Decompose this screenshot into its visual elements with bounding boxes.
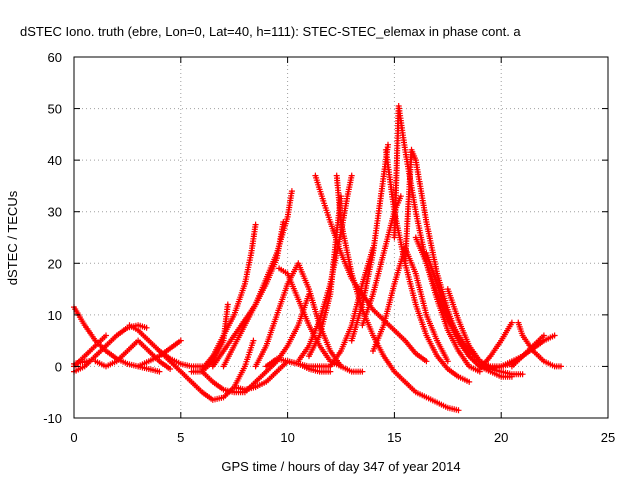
- series-26: [402, 146, 526, 372]
- data-point: [540, 332, 547, 339]
- x-tick-label: 10: [280, 430, 294, 445]
- y-tick-label: -10: [43, 411, 62, 426]
- series-10: [199, 221, 259, 372]
- data-point: [519, 371, 526, 378]
- data-point: [444, 358, 451, 365]
- data-point: [466, 378, 473, 385]
- data-point: [143, 324, 150, 331]
- data-point: [508, 319, 515, 326]
- data-point: [224, 301, 231, 308]
- series-12: [220, 188, 295, 370]
- series-2: [71, 332, 109, 370]
- y-tick-label: 50: [48, 102, 62, 117]
- y-axis-label: dSTEC / TECUs: [5, 190, 20, 285]
- data-point: [167, 366, 174, 372]
- data-point: [397, 193, 404, 200]
- data-point: [327, 368, 334, 375]
- data-point: [423, 358, 430, 365]
- x-tick-label: 25: [601, 430, 615, 445]
- series-28: [412, 234, 515, 380]
- data-point: [558, 363, 564, 370]
- series-line: [222, 190, 293, 368]
- y-tick-label: 60: [48, 50, 62, 65]
- series-5: [126, 322, 206, 370]
- data-series: [71, 103, 564, 414]
- data-point: [252, 221, 259, 228]
- series-24: [359, 193, 404, 329]
- data-point: [177, 337, 184, 344]
- x-tick-label: 0: [70, 430, 77, 445]
- data-point: [156, 368, 163, 375]
- x-tick-label: 5: [177, 430, 184, 445]
- chart-title: dSTEC Iono. truth (ebre, Lon=0, Lat=40, …: [20, 24, 521, 39]
- series-33: [508, 332, 558, 370]
- x-axis-label: GPS time / hours of day 347 of year 2014: [221, 459, 460, 474]
- data-point: [359, 368, 366, 375]
- y-tick-label: 0: [55, 359, 62, 374]
- y-tick-label: 30: [48, 205, 62, 220]
- data-point: [103, 332, 109, 339]
- x-tick-label: 15: [387, 430, 401, 445]
- series-7: [156, 337, 257, 403]
- data-point: [348, 172, 355, 179]
- series-27: [370, 244, 451, 365]
- y-tick-label: 10: [48, 308, 62, 323]
- data-point: [288, 188, 295, 195]
- data-point: [551, 332, 558, 339]
- data-point: [385, 141, 391, 148]
- data-point: [250, 337, 257, 344]
- series-31: [476, 319, 515, 372]
- y-tick-label: 40: [48, 153, 62, 168]
- plot-frame: [73, 56, 609, 419]
- axis-ticks: 0 5 10 15 20 25 -10 0 10 20 30 40 50 60: [43, 50, 615, 445]
- x-tick-label: 20: [494, 430, 508, 445]
- y-tick-label: 20: [48, 256, 62, 271]
- data-point: [86, 358, 92, 365]
- data-point: [455, 407, 462, 414]
